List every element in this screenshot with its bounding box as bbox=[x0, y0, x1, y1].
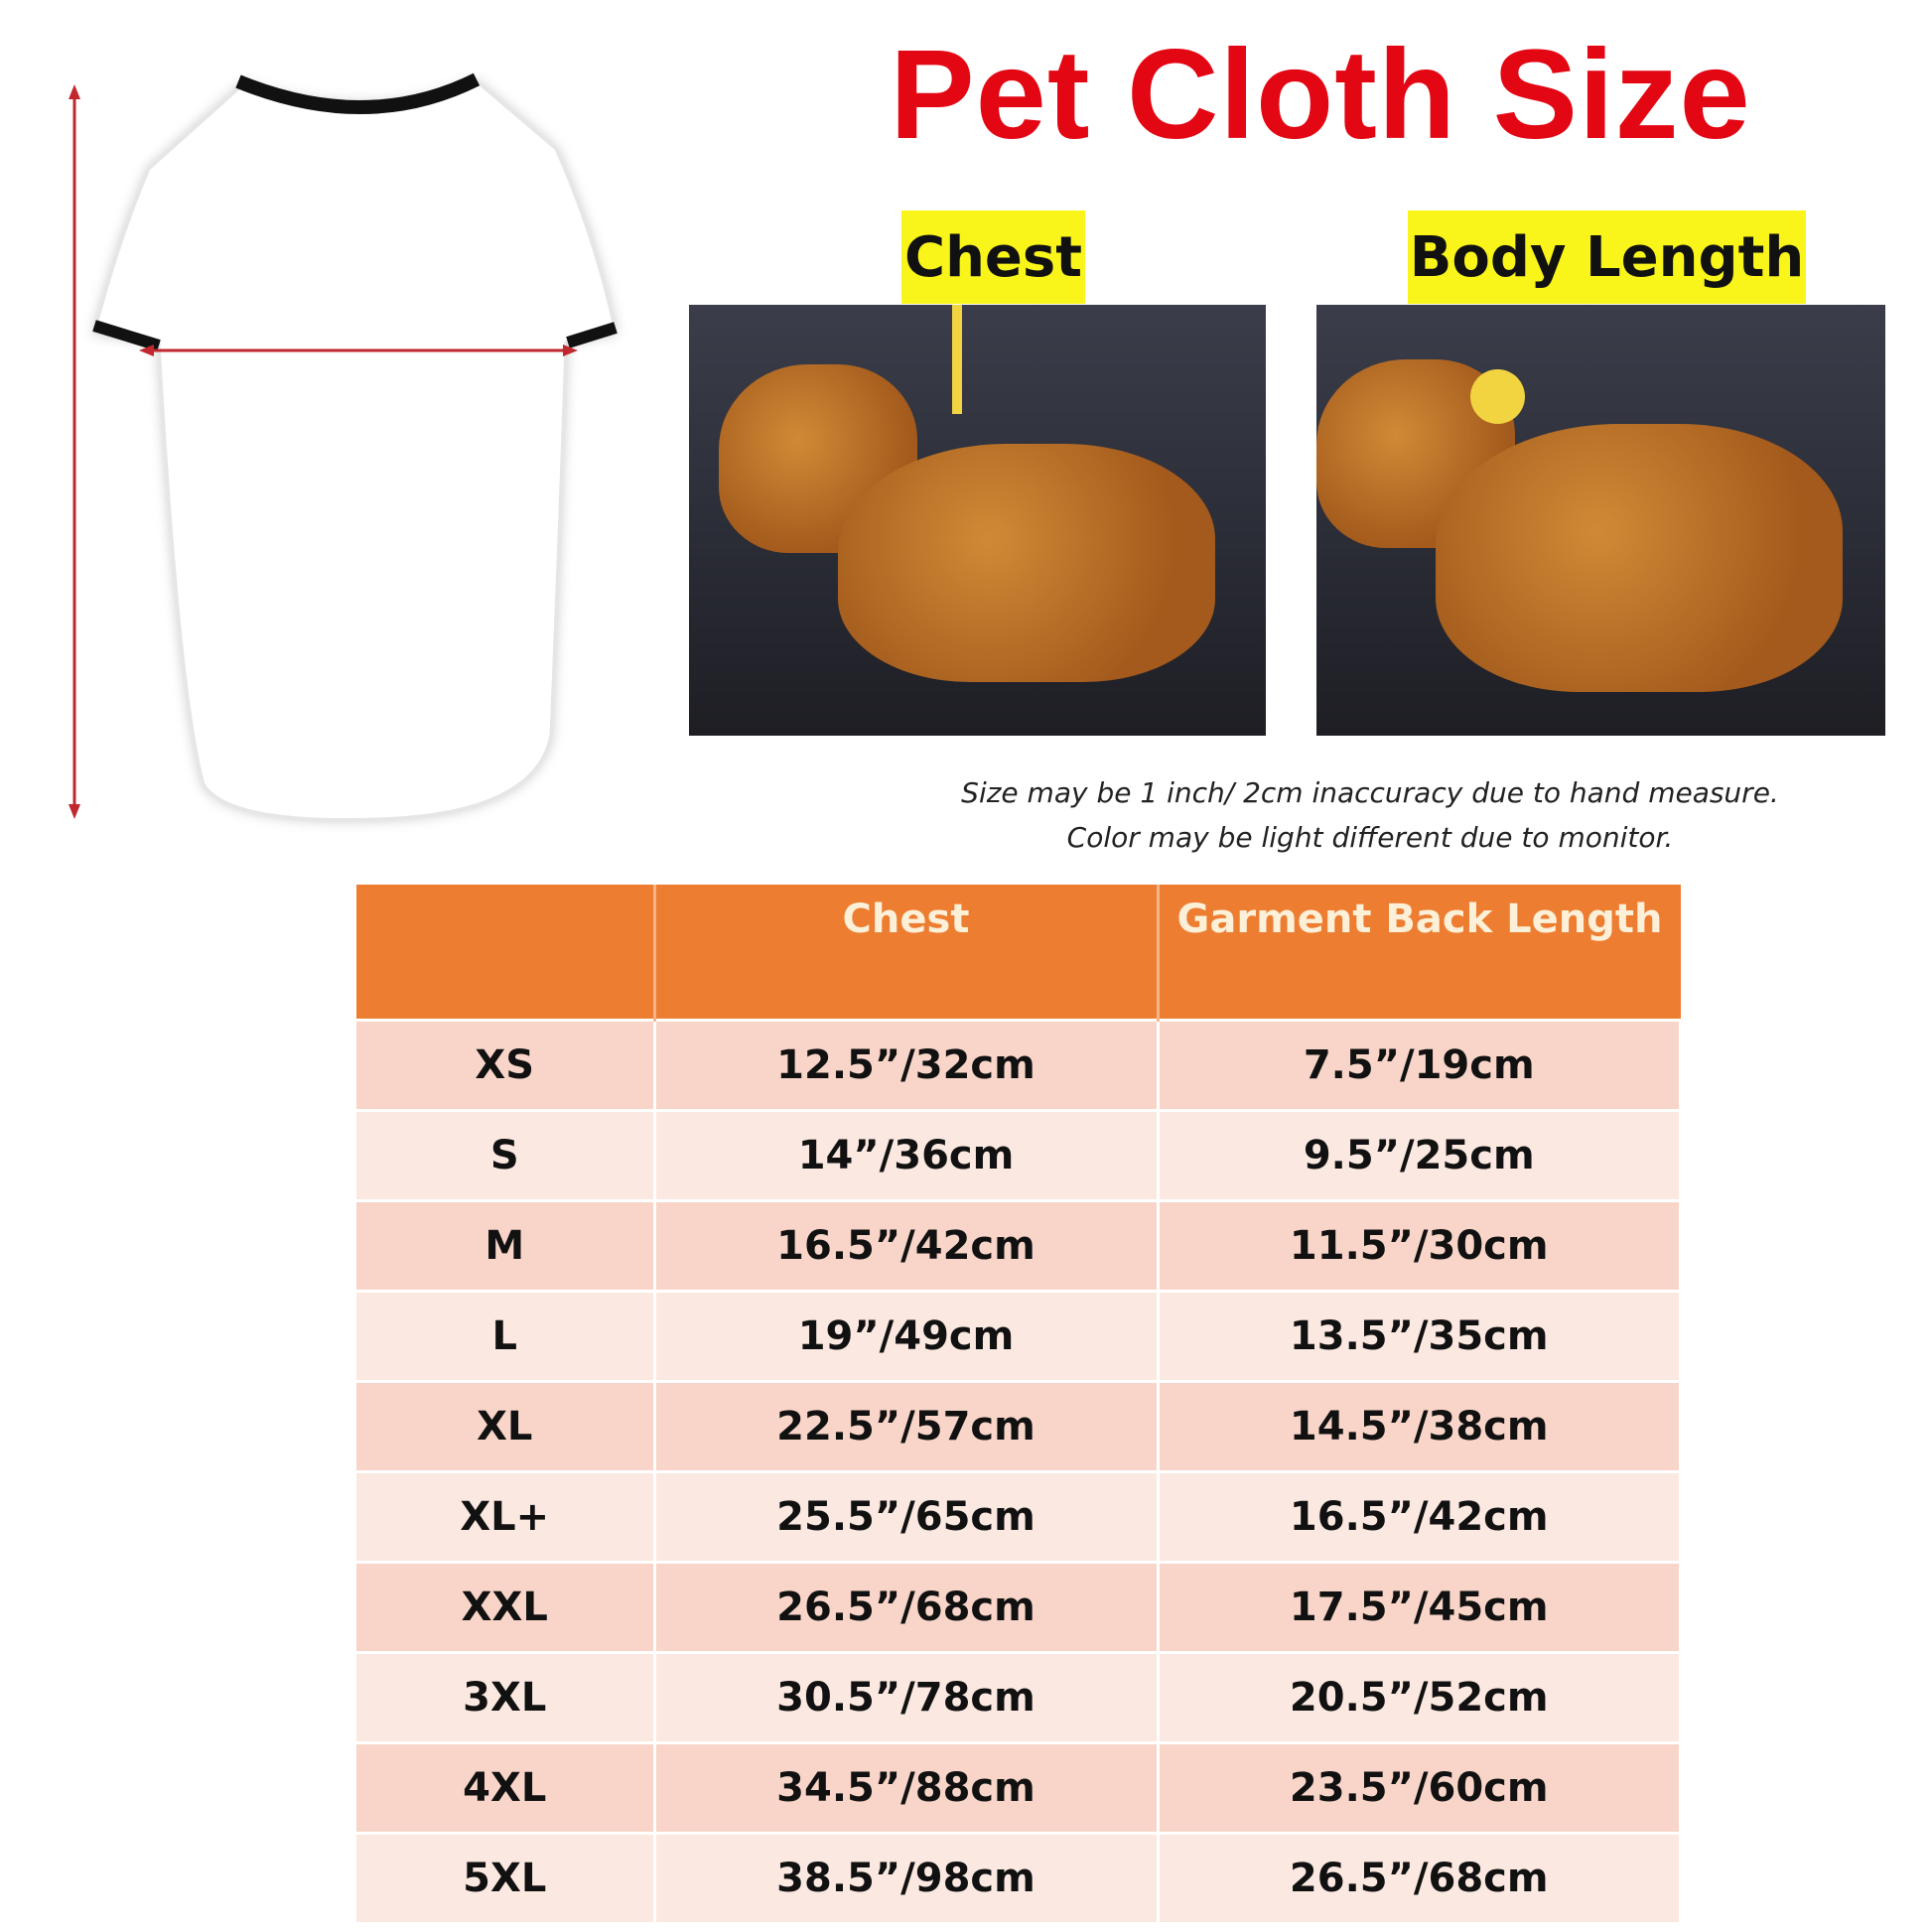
body-length-measure-photo bbox=[1316, 305, 1885, 736]
cell-chest: 25.5”/65cm bbox=[654, 1470, 1160, 1563]
arrow-head-left bbox=[139, 345, 154, 356]
shirt-shape bbox=[92, 79, 618, 822]
cell-back-length: 26.5”/68cm bbox=[1158, 1832, 1682, 1922]
cell-back-length: 23.5”/60cm bbox=[1158, 1741, 1682, 1834]
table-row: 4XL 34.5”/88cm 23.5”/60cm bbox=[356, 1741, 1682, 1834]
cell-chest: 16.5”/42cm bbox=[654, 1199, 1160, 1292]
cell-back-length: 14.5”/38cm bbox=[1158, 1380, 1682, 1472]
note-accuracy: Size may be 1 inch/ 2cm inaccuracy due t… bbox=[961, 776, 1779, 809]
table-row: S 14”/36cm 9.5”/25cm bbox=[356, 1109, 1682, 1201]
table-header: Chest Garment Back Length bbox=[356, 885, 1681, 1021]
arrow-head-top bbox=[69, 84, 80, 99]
cell-size: 5XL bbox=[356, 1832, 656, 1922]
table-row: M 16.5”/42cm 11.5”/30cm bbox=[356, 1199, 1682, 1292]
table-row: XXL 26.5”/68cm 17.5”/45cm bbox=[356, 1561, 1682, 1653]
table-row: XL 22.5”/57cm 14.5”/38cm bbox=[356, 1380, 1682, 1472]
cell-chest: 34.5”/88cm bbox=[654, 1741, 1160, 1834]
cell-size: XS bbox=[356, 1019, 656, 1111]
shirt-collar bbox=[235, 72, 481, 114]
table-row: XS 12.5”/32cm 7.5”/19cm bbox=[356, 1019, 1682, 1111]
body-length-label: Body Length bbox=[1408, 210, 1806, 304]
arrow-head-right bbox=[563, 345, 578, 356]
table-row: XL+ 25.5”/65cm 16.5”/42cm bbox=[356, 1470, 1682, 1563]
header-size bbox=[356, 885, 656, 1021]
sleeve-cuff-right bbox=[566, 322, 618, 348]
cell-chest: 22.5”/57cm bbox=[654, 1380, 1160, 1472]
cell-chest: 19”/49cm bbox=[654, 1290, 1160, 1382]
arrow-head-bottom bbox=[69, 804, 80, 819]
cell-chest: 26.5”/68cm bbox=[654, 1561, 1160, 1653]
table-row: 3XL 30.5”/78cm 20.5”/52cm bbox=[356, 1651, 1682, 1743]
size-table: Chest Garment Back Length XS 12.5”/32cm 7.… bbox=[356, 885, 1682, 1922]
table-row: L 19”/49cm 13.5”/35cm bbox=[356, 1290, 1682, 1382]
cell-back-length: 7.5”/19cm bbox=[1158, 1019, 1682, 1111]
cell-chest: 38.5”/98cm bbox=[654, 1832, 1160, 1922]
shirt-diagram bbox=[69, 72, 618, 822]
chest-label: Chest bbox=[901, 210, 1085, 304]
page-title: Pet Cloth Size bbox=[890, 24, 1751, 166]
cell-back-length: 11.5”/30cm bbox=[1158, 1199, 1682, 1292]
header-back-length: Garment Back Length bbox=[1158, 885, 1681, 1021]
cell-size: 3XL bbox=[356, 1651, 656, 1743]
cell-size: L bbox=[356, 1290, 656, 1382]
cell-chest: 30.5”/78cm bbox=[654, 1651, 1160, 1743]
header-chest: Chest bbox=[654, 885, 1160, 1021]
sleeve-cuff-left bbox=[92, 320, 161, 351]
table-row: 5XL 38.5”/98cm 26.5”/68cm bbox=[356, 1832, 1682, 1922]
chest-measure-photo bbox=[689, 305, 1266, 736]
cell-back-length: 17.5”/45cm bbox=[1158, 1561, 1682, 1653]
cell-size: XL bbox=[356, 1380, 656, 1472]
cell-back-length: 16.5”/42cm bbox=[1158, 1470, 1682, 1563]
cell-size: 4XL bbox=[356, 1741, 656, 1834]
cell-size: XL+ bbox=[356, 1470, 656, 1563]
cell-size: M bbox=[356, 1199, 656, 1292]
cell-chest: 12.5”/32cm bbox=[654, 1019, 1160, 1111]
cell-size: XXL bbox=[356, 1561, 656, 1653]
cell-back-length: 13.5”/35cm bbox=[1158, 1290, 1682, 1382]
cell-chest: 14”/36cm bbox=[654, 1109, 1160, 1201]
note-color: Color may be light different due to moni… bbox=[1066, 821, 1674, 854]
cell-back-length: 20.5”/52cm bbox=[1158, 1651, 1682, 1743]
cell-back-length: 9.5”/25cm bbox=[1158, 1109, 1682, 1201]
cell-size: S bbox=[356, 1109, 656, 1201]
